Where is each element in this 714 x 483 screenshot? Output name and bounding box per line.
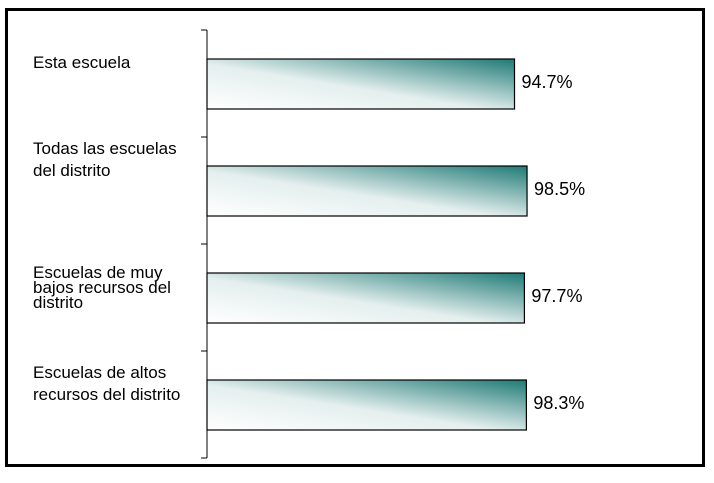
value-label: 98.3% (533, 393, 584, 413)
bars-layer (206, 58, 528, 431)
value-label: 94.7% (522, 72, 573, 92)
category-label: Escuelas de altos (33, 363, 166, 382)
category-label: distrito (33, 293, 83, 312)
value-label: 97.7% (531, 286, 582, 306)
bar-chart: 94.7% Esta escuela 98.5% Todas las escuelas… (33, 29, 585, 459)
chart-frame: 94.7% Esta escuela 98.5% Todas las escuelas… (5, 8, 705, 467)
value-label: 98.5% (534, 179, 585, 199)
category-label: del distrito (33, 161, 110, 180)
bar (206, 272, 526, 324)
category-label: Escuelas de muy (33, 263, 163, 282)
category-label: Esta escuela (33, 53, 131, 72)
bar (206, 165, 528, 217)
axis-layer (201, 29, 208, 459)
labels-layer: 94.7% Esta escuela 98.5% Todas las escuelas… (33, 53, 585, 413)
bar (206, 379, 527, 431)
category-label: Todas las escuelas (33, 139, 177, 158)
category-label: bajos recursos del (33, 278, 171, 297)
bar (206, 58, 516, 110)
category-label: recursos del distrito (33, 385, 180, 404)
